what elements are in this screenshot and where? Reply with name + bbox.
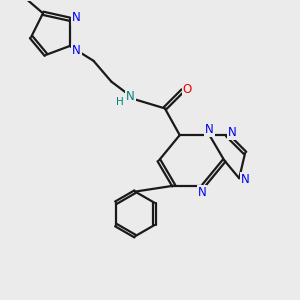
Text: O: O: [182, 82, 192, 96]
Text: N: N: [198, 186, 206, 199]
Text: N: N: [72, 44, 81, 57]
Text: N: N: [228, 126, 237, 139]
Text: N: N: [241, 173, 250, 186]
Text: N: N: [205, 123, 214, 136]
Text: N: N: [126, 90, 135, 103]
Text: N: N: [72, 11, 81, 24]
Text: H: H: [116, 97, 124, 107]
